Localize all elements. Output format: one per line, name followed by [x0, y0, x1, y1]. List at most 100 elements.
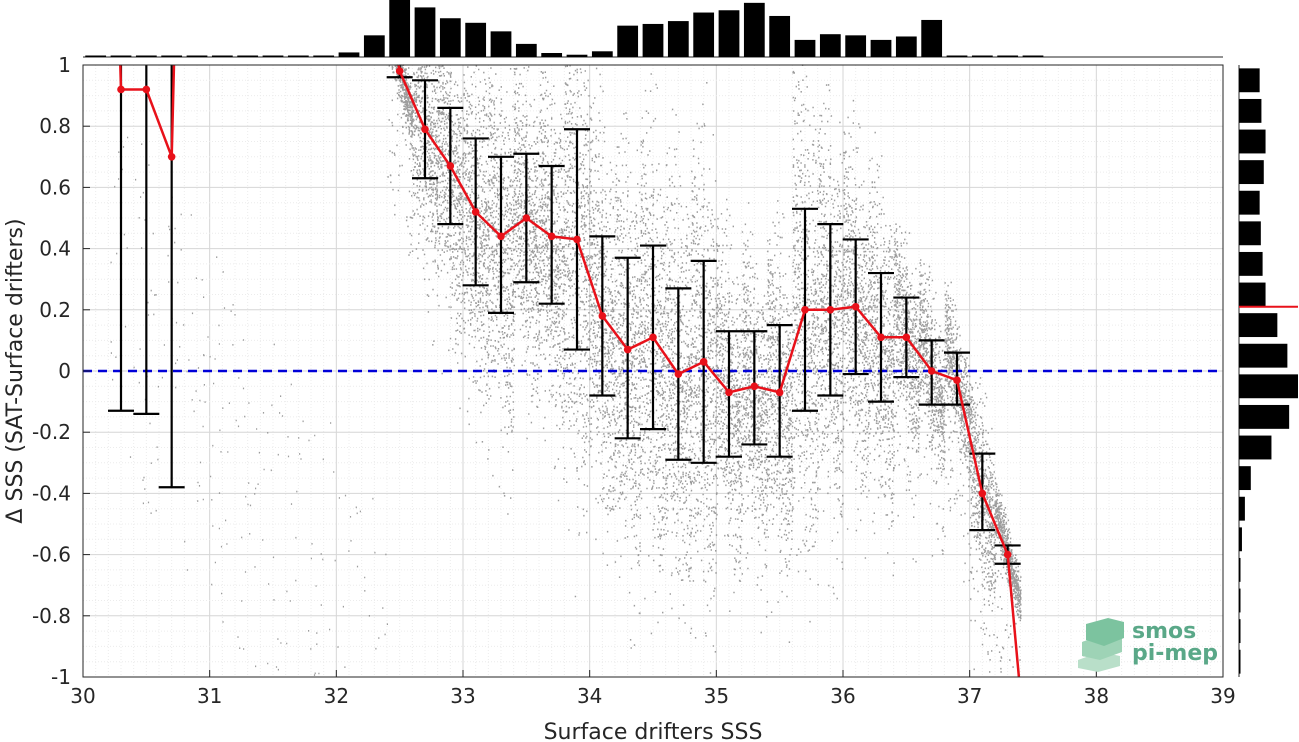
top-histogram-bar [946, 55, 968, 57]
x-tick-label: 34 [577, 684, 602, 708]
mean-point [750, 382, 759, 391]
top-histogram-bar [262, 55, 284, 57]
right-histogram-bar [1239, 313, 1278, 338]
mean-point [497, 232, 505, 241]
top-histogram-bar [997, 55, 1019, 57]
x-tick-label: 30 [70, 684, 95, 708]
mean-point [775, 388, 784, 397]
mean-point [522, 214, 531, 222]
mean-point [674, 370, 683, 378]
top-histogram-bar [1022, 55, 1044, 57]
right-histogram-bar [1239, 282, 1266, 307]
right-histogram-bar [1239, 588, 1241, 613]
top-histogram-bar [287, 55, 309, 57]
top-histogram-bar [566, 54, 588, 57]
top-histogram-bar [743, 2, 765, 58]
top-histogram-bar [515, 43, 537, 57]
mean-point [167, 153, 176, 161]
right-histogram-bar [1239, 496, 1245, 521]
mean-point [421, 125, 429, 134]
right-histogram-bar [1239, 466, 1251, 491]
top-histogram-bar [465, 22, 487, 57]
x-tick-label: 33 [450, 684, 475, 708]
right-histogram-bar [1239, 221, 1261, 246]
logo-icon [1078, 618, 1124, 672]
top-histogram-bar [237, 55, 259, 57]
top-histogram-bar [363, 35, 385, 57]
top-histogram-bar [971, 55, 993, 57]
y-tick-label: 0.8 [39, 114, 71, 138]
top-histogram-bar [541, 53, 563, 57]
mean-point [1003, 550, 1012, 559]
x-tick-label: 35 [704, 684, 729, 708]
y-tick-label: -0.4 [32, 481, 71, 505]
smos-pimep-logo: smos pi-mep [1078, 618, 1218, 672]
top-histogram-bar [794, 39, 816, 57]
mean-point [851, 302, 860, 311]
mean-point [573, 235, 581, 244]
mean-point [547, 232, 556, 241]
top-histogram-bar [642, 23, 664, 57]
top-histogram-bar [895, 36, 917, 57]
error-bar [133, 65, 160, 415]
top-histogram-bar [617, 25, 639, 57]
scatter-cloud [110, 64, 1022, 676]
mean-point [117, 85, 125, 94]
top-histogram-bar [389, 0, 411, 57]
top-histogram-bar [439, 18, 461, 58]
top-histogram-bar [769, 15, 791, 58]
y-tick-label: 1 [58, 53, 71, 77]
mean-line [119, 65, 1021, 677]
mean-point [395, 67, 404, 75]
right-histogram-bar [1239, 98, 1262, 123]
y-tick-labels: -1 -0.8 -0.6 -0.4 -0.2 0 0.2 0.4 0.6 0.8 1 [32, 53, 71, 689]
mean-point [877, 333, 885, 342]
y-tick-label: 0.4 [39, 237, 71, 261]
top-histogram-bar [921, 19, 943, 57]
right-histogram [1238, 65, 1298, 677]
mean-point [699, 358, 708, 366]
y-tick-label: -0.8 [32, 604, 71, 628]
mean-point [142, 85, 151, 94]
top-histogram-bar [211, 55, 233, 57]
mean-point [446, 162, 455, 170]
top-histogram-bar [85, 55, 107, 57]
top-histogram-bar [110, 55, 132, 57]
y-tick-label: -0.2 [32, 420, 71, 444]
top-histogram-bar [414, 7, 436, 57]
mean-point [801, 306, 809, 314]
mean-point [623, 345, 632, 354]
mean-point [598, 312, 607, 320]
x-tick-label: 36 [830, 684, 855, 708]
top-histogram-bar [819, 34, 841, 57]
scatter-points [110, 64, 1022, 676]
top-histogram-bar [186, 55, 208, 57]
right-histogram-bar [1239, 649, 1241, 674]
right-histogram-bar [1239, 160, 1264, 185]
top-histogram-bar [693, 12, 715, 57]
error-bar [108, 65, 134, 412]
mean-point [902, 333, 911, 342]
top-histogram-bar [718, 10, 740, 57]
right-histogram-bar [1239, 404, 1290, 429]
y-tick-label: -0.6 [32, 543, 71, 567]
main-plot [82, 64, 1224, 678]
mean-point [471, 208, 480, 216]
mean-point [725, 388, 733, 397]
top-histogram-bar [313, 55, 335, 57]
top-histogram-bar [490, 31, 512, 57]
y-tick-label: 0.6 [39, 175, 71, 199]
right-histogram-bar [1239, 435, 1272, 460]
y-axis-label: Δ SSS (SAT-Surface drifters) [3, 218, 28, 523]
right-histogram-bar [1239, 619, 1241, 644]
mean-point [927, 367, 936, 375]
x-tick-labels: 30 31 32 33 34 35 36 37 38 39 [70, 684, 1235, 708]
x-tick-label: 37 [957, 684, 982, 708]
right-histogram-bar [1239, 527, 1242, 552]
logo-line-1: smos [1132, 619, 1196, 644]
y-tick-label: 0.2 [39, 298, 71, 322]
x-tick-label: 32 [324, 684, 349, 708]
mean-point [649, 333, 657, 342]
top-histogram-bar [591, 51, 613, 57]
